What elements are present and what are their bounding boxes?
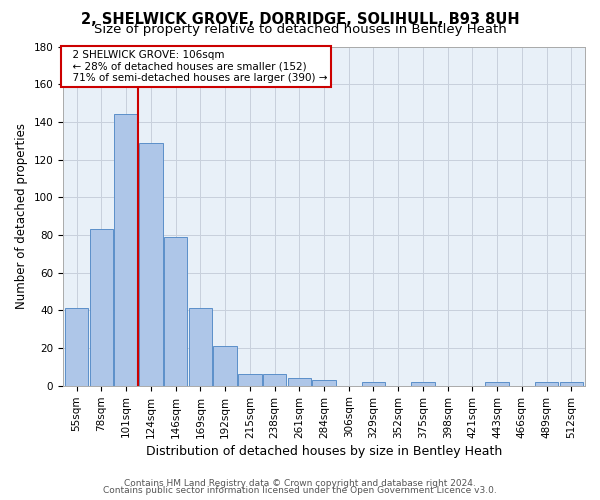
- Bar: [263, 374, 286, 386]
- Bar: [238, 374, 262, 386]
- Bar: [535, 382, 559, 386]
- Bar: [560, 382, 583, 386]
- Bar: [485, 382, 509, 386]
- Text: Size of property relative to detached houses in Bentley Heath: Size of property relative to detached ho…: [94, 22, 506, 36]
- Text: 2 SHELWICK GROVE: 106sqm
  ← 28% of detached houses are smaller (152)
  71% of s: 2 SHELWICK GROVE: 106sqm ← 28% of detach…: [65, 50, 327, 83]
- Bar: [164, 237, 187, 386]
- Text: Contains public sector information licensed under the Open Government Licence v3: Contains public sector information licen…: [103, 486, 497, 495]
- Bar: [115, 114, 138, 386]
- Text: 2, SHELWICK GROVE, DORRIDGE, SOLIHULL, B93 8UH: 2, SHELWICK GROVE, DORRIDGE, SOLIHULL, B…: [80, 12, 520, 28]
- Bar: [312, 380, 336, 386]
- Bar: [362, 382, 385, 386]
- Bar: [89, 230, 113, 386]
- Text: Contains HM Land Registry data © Crown copyright and database right 2024.: Contains HM Land Registry data © Crown c…: [124, 478, 476, 488]
- Bar: [287, 378, 311, 386]
- Bar: [65, 308, 88, 386]
- X-axis label: Distribution of detached houses by size in Bentley Heath: Distribution of detached houses by size …: [146, 444, 502, 458]
- Bar: [139, 142, 163, 386]
- Bar: [188, 308, 212, 386]
- Bar: [214, 346, 237, 386]
- Y-axis label: Number of detached properties: Number of detached properties: [15, 123, 28, 309]
- Bar: [411, 382, 435, 386]
